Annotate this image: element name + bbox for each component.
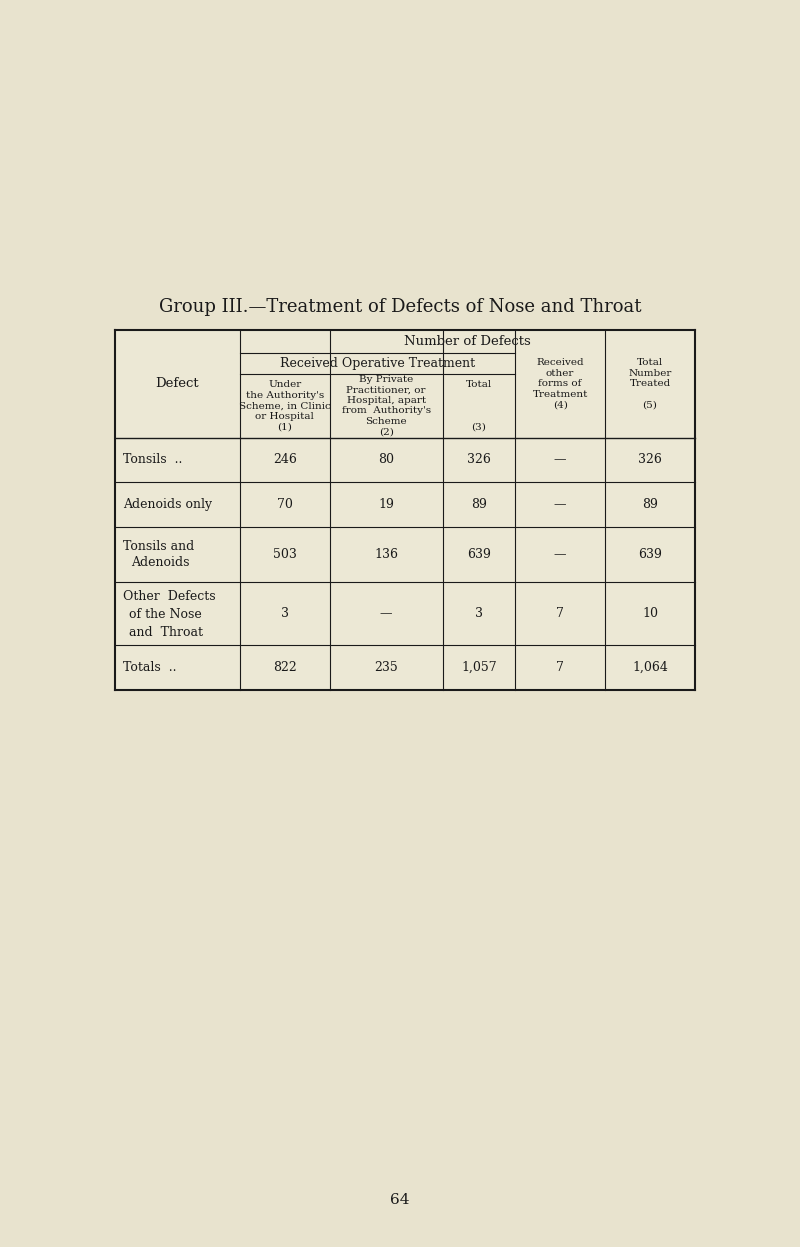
Text: 503: 503 bbox=[273, 547, 297, 561]
Text: 80: 80 bbox=[378, 454, 394, 466]
Text: and  Throat: and Throat bbox=[129, 626, 203, 638]
Text: 246: 246 bbox=[273, 454, 297, 466]
Text: Totals  ..: Totals .. bbox=[123, 661, 177, 675]
Text: Other  Defects: Other Defects bbox=[123, 590, 216, 602]
Bar bbox=[115, 330, 695, 690]
Text: Total



(3): Total (3) bbox=[466, 380, 492, 431]
Text: 235: 235 bbox=[374, 661, 398, 675]
Text: Adenoids only: Adenoids only bbox=[123, 499, 212, 511]
Text: —: — bbox=[554, 454, 566, 466]
Text: 64: 64 bbox=[390, 1193, 410, 1207]
Text: 639: 639 bbox=[638, 547, 662, 561]
Text: 89: 89 bbox=[642, 499, 658, 511]
Text: 70: 70 bbox=[277, 499, 293, 511]
Text: Group III.—Treatment of Defects of Nose and Throat: Group III.—Treatment of Defects of Nose … bbox=[158, 298, 642, 315]
Text: 89: 89 bbox=[471, 499, 487, 511]
Text: —: — bbox=[380, 607, 393, 620]
Text: 326: 326 bbox=[638, 454, 662, 466]
Text: 822: 822 bbox=[273, 661, 297, 675]
Text: 639: 639 bbox=[467, 547, 491, 561]
Text: Under
the Authority's
Scheme, in Clinic
or Hospital
(1): Under the Authority's Scheme, in Clinic … bbox=[238, 380, 330, 431]
Text: Received
other
forms of
Treatment
(4): Received other forms of Treatment (4) bbox=[533, 358, 588, 409]
Text: —: — bbox=[554, 499, 566, 511]
Text: Received Operative Treatment: Received Operative Treatment bbox=[280, 357, 475, 370]
Text: 136: 136 bbox=[374, 547, 398, 561]
Text: 7: 7 bbox=[556, 661, 564, 675]
Text: By Private
Practitioner, or
Hospital, apart
from  Authority's
Scheme
(2): By Private Practitioner, or Hospital, ap… bbox=[342, 375, 430, 436]
Text: Adenoids: Adenoids bbox=[131, 556, 190, 569]
Text: 7: 7 bbox=[556, 607, 564, 620]
Text: —: — bbox=[554, 547, 566, 561]
Text: 1,064: 1,064 bbox=[632, 661, 668, 675]
Text: of the Nose: of the Nose bbox=[129, 607, 202, 621]
Text: 1,057: 1,057 bbox=[461, 661, 497, 675]
Text: 3: 3 bbox=[281, 607, 289, 620]
Text: 326: 326 bbox=[467, 454, 491, 466]
Text: Tonsils  ..: Tonsils .. bbox=[123, 454, 182, 466]
Text: Number of Defects: Number of Defects bbox=[404, 335, 530, 348]
Text: Defect: Defect bbox=[155, 378, 199, 390]
Text: 19: 19 bbox=[378, 499, 394, 511]
Text: Total
Number
Treated

(5): Total Number Treated (5) bbox=[628, 358, 672, 409]
Text: Tonsils and: Tonsils and bbox=[123, 540, 194, 552]
Text: 10: 10 bbox=[642, 607, 658, 620]
Text: 3: 3 bbox=[475, 607, 483, 620]
